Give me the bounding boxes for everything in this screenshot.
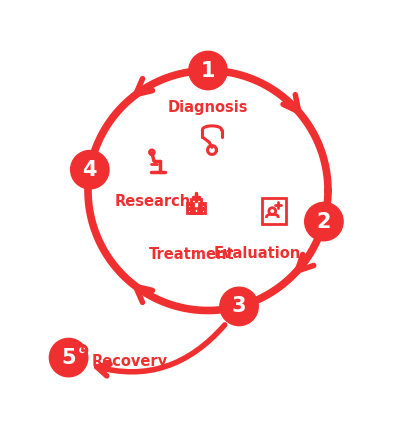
- Text: 4: 4: [82, 160, 97, 179]
- Circle shape: [49, 338, 88, 377]
- Bar: [194, 208, 198, 213]
- Circle shape: [78, 345, 87, 355]
- Bar: [199, 203, 205, 213]
- Text: Recovery: Recovery: [92, 354, 168, 369]
- Text: Research: Research: [115, 194, 191, 209]
- Bar: [191, 199, 201, 213]
- Bar: [187, 203, 193, 213]
- Circle shape: [71, 150, 109, 189]
- FancyArrowPatch shape: [97, 325, 225, 376]
- Circle shape: [220, 287, 258, 325]
- Circle shape: [305, 202, 343, 241]
- Circle shape: [189, 51, 227, 90]
- Text: 1: 1: [201, 60, 215, 81]
- Text: 5: 5: [61, 348, 76, 368]
- Text: Treatment: Treatment: [149, 247, 235, 262]
- Text: Evaluation: Evaluation: [214, 246, 301, 261]
- Text: 3: 3: [232, 296, 246, 316]
- Text: 2: 2: [317, 212, 331, 232]
- Text: Diagnosis: Diagnosis: [168, 100, 248, 115]
